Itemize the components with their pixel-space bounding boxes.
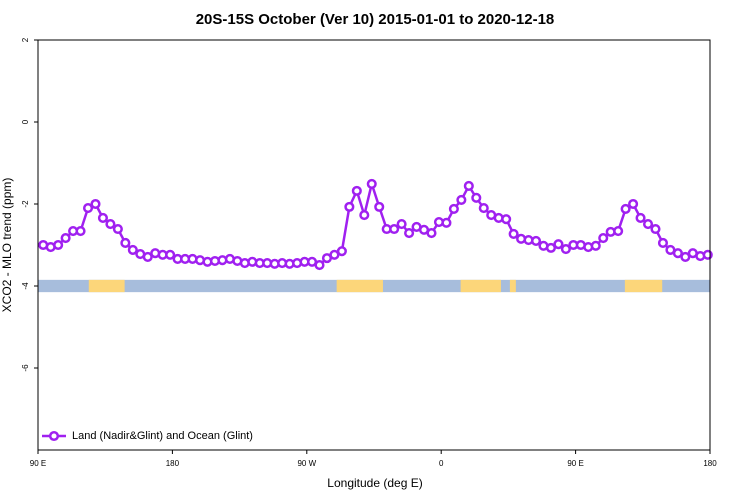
data-point (448, 203, 459, 214)
data-point (82, 203, 94, 214)
data-point (165, 249, 176, 260)
land-strip (509, 279, 516, 293)
data-point (351, 185, 362, 196)
data-point (389, 223, 400, 235)
land-strip (336, 279, 383, 293)
data-point (463, 180, 474, 192)
land-strip (624, 279, 663, 293)
y-tick-label: 0 (21, 119, 30, 124)
data-point (314, 260, 325, 271)
data-point (60, 232, 71, 244)
x-axis-label: Longitude (deg E) (327, 476, 422, 490)
x-tick-label: 90 E (567, 459, 583, 468)
data-point (120, 237, 131, 248)
data-point (366, 178, 377, 189)
data-point (426, 228, 437, 239)
data-point (441, 217, 452, 228)
data-point (530, 235, 542, 246)
y-tick-label: 2 (21, 37, 30, 42)
data-point (456, 194, 467, 205)
data-point (53, 239, 64, 251)
data-point (478, 203, 489, 214)
x-tick-label: 180 (703, 459, 717, 468)
data-point (642, 219, 654, 230)
data-point (650, 223, 661, 235)
data-point (112, 223, 123, 235)
data-point (404, 228, 415, 239)
plot-frame (37, 39, 711, 451)
land-strip (88, 279, 125, 293)
land-strip (460, 279, 501, 293)
data-point (508, 228, 519, 239)
x-tick-label: 90 E (30, 459, 46, 468)
data-point (75, 226, 86, 237)
data-point (142, 251, 153, 262)
x-tick-label: 0 (439, 459, 444, 468)
data-point (590, 240, 601, 251)
data-point (553, 239, 564, 250)
x-tick-label: 180 (166, 459, 180, 468)
data-point (680, 251, 691, 262)
data-point (90, 198, 101, 210)
data-point (613, 226, 624, 237)
data-point (501, 214, 512, 225)
data-point (344, 201, 355, 212)
data-point (396, 219, 407, 230)
data-point (374, 201, 385, 212)
data-point (628, 198, 639, 210)
data-point (657, 237, 669, 248)
data-point (105, 219, 116, 230)
data-point (359, 210, 370, 221)
legend-marker (48, 430, 60, 442)
data-point (598, 232, 609, 244)
chart-title: 20S-15S October (Ver 10) 2015-01-01 to 2… (196, 11, 555, 28)
x-tick-label: 90 W (297, 459, 316, 468)
data-point (329, 249, 340, 260)
data-point (545, 242, 557, 253)
y-tick-label: -2 (21, 200, 30, 208)
legend-label: Land (Nadir&Glint) and Ocean (Glint) (72, 430, 253, 442)
y-axis-label: XCO2 - MLO trend (ppm) (0, 178, 14, 313)
data-point (620, 203, 631, 214)
data-point (336, 246, 347, 257)
y-tick-label: -6 (21, 364, 30, 372)
y-tick-label: -4 (21, 282, 30, 290)
data-point (635, 212, 646, 223)
data-point (672, 248, 683, 259)
data-point (97, 212, 109, 223)
data-point (471, 192, 482, 203)
data-point (560, 244, 571, 255)
data-point (127, 244, 138, 255)
